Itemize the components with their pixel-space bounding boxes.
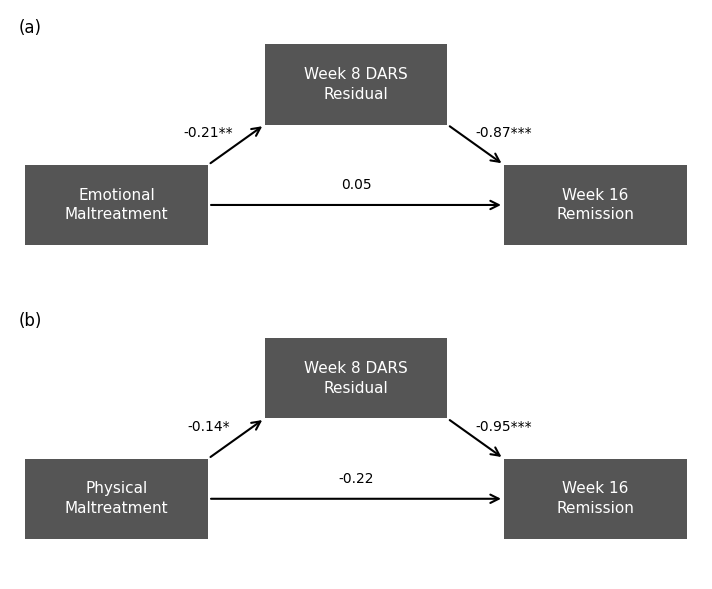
Text: -0.95***: -0.95***: [476, 420, 532, 434]
FancyBboxPatch shape: [26, 459, 208, 539]
Text: Emotional
Maltreatment: Emotional Maltreatment: [65, 187, 169, 223]
Text: Week 8 DARS
Residual: Week 8 DARS Residual: [304, 67, 408, 102]
Text: -0.14*: -0.14*: [187, 420, 229, 434]
Text: Physical
Maltreatment: Physical Maltreatment: [65, 481, 169, 516]
Text: 0.05: 0.05: [340, 178, 372, 192]
FancyBboxPatch shape: [504, 459, 686, 539]
Text: -0.87***: -0.87***: [476, 126, 532, 140]
Text: -0.22: -0.22: [338, 472, 374, 486]
FancyBboxPatch shape: [26, 165, 208, 245]
Text: Week 16
Remission: Week 16 Remission: [556, 187, 634, 223]
FancyBboxPatch shape: [265, 44, 447, 125]
Text: -0.21**: -0.21**: [184, 126, 233, 140]
Text: (a): (a): [19, 18, 41, 37]
FancyBboxPatch shape: [504, 165, 686, 245]
Text: (b): (b): [19, 312, 41, 330]
Text: Week 16
Remission: Week 16 Remission: [556, 481, 634, 516]
FancyBboxPatch shape: [265, 338, 447, 418]
Text: Week 8 DARS
Residual: Week 8 DARS Residual: [304, 361, 408, 396]
